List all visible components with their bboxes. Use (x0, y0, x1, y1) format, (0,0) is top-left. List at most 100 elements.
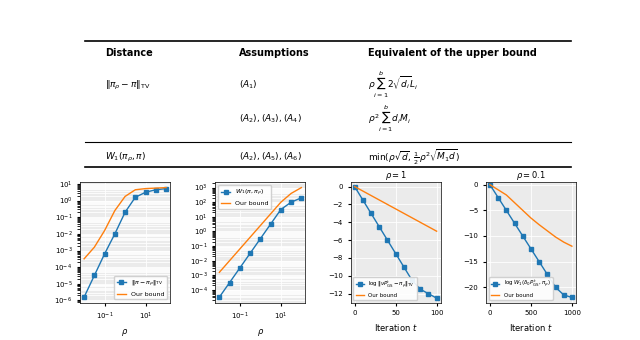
Our bound (568, 244, 576, 248)
Our bound (287, 191, 295, 196)
Our bound (121, 194, 129, 199)
$\log\|\nu P_{\rm GS}^t - \pi_\rho\|_{\rm TV}$ (400, 265, 408, 269)
$\log\|\nu P_{\rm GS}^t - \pi_\rho\|_{\rm TV}$ (383, 238, 391, 242)
Line: Our bound: Our bound (490, 185, 572, 246)
$\|\pi - \pi_\rho\|_{\rm TV}$ (152, 188, 159, 192)
Our bound (494, 188, 502, 192)
Legend: $\log W_1(\delta_0 P_{\rm GS}^t, \pi_\rho)$, Our bound: $\log W_1(\delta_0 P_{\rm GS}^t, \pi_\rh… (488, 276, 552, 300)
Our bound (376, 198, 383, 202)
Text: $(A_2),(A_5),(A_6)$: $(A_2),(A_5),(A_6)$ (239, 151, 301, 164)
$\|\pi - \pi_\rho\|_{\rm TV}$ (80, 295, 88, 299)
Our bound (90, 245, 98, 249)
$\|\pi - \pi_\rho\|_{\rm TV}$ (100, 252, 108, 256)
Our bound (383, 202, 391, 206)
$W_1(\pi, \pi_\rho)$ (287, 200, 295, 204)
$\log W_1(\delta_0 P_{\rm GS}^t, \pi_\rho)$ (502, 208, 510, 212)
Our bound (392, 207, 399, 211)
Our bound (535, 223, 543, 227)
Our bound (277, 200, 285, 204)
$\|\pi - \pi_\rho\|_{\rm TV}$ (111, 232, 118, 236)
$\log\|\nu P_{\rm GS}^t - \pi_\rho\|_{\rm TV}$ (433, 296, 440, 300)
Text: $W_1(\pi_\rho, \pi)$: $W_1(\pi_\rho, \pi)$ (105, 151, 146, 164)
Our bound (408, 216, 416, 220)
Line: $\|\pi - \pi_\rho\|_{\rm TV}$: $\|\pi - \pi_\rho\|_{\rm TV}$ (83, 187, 168, 299)
Our bound (400, 211, 408, 216)
Our bound (543, 229, 551, 233)
Text: Assumptions: Assumptions (239, 49, 309, 58)
Line: $W_1(\pi, \pi_\rho)$: $W_1(\pi, \pi_\rho)$ (218, 196, 303, 299)
Legend: $\|\pi - \pi_\rho\|_{\rm TV}$, Our bound: $\|\pi - \pi_\rho\|_{\rm TV}$, Our bound (114, 276, 167, 300)
Title: $\rho = 1$: $\rho = 1$ (385, 169, 406, 182)
Our bound (246, 235, 254, 239)
$\|\pi - \pi_\rho\|_{\rm TV}$ (141, 190, 149, 194)
Line: $\log W_1(\delta_0 P_{\rm GS}^t, \pi_\rho)$: $\log W_1(\delta_0 P_{\rm GS}^t, \pi_\rh… (488, 183, 573, 299)
$\log\|\nu P_{\rm GS}^t - \pi_\rho\|_{\rm TV}$ (376, 225, 383, 229)
Legend: $W_1(\pi, \pi_\rho)$, Our bound: $W_1(\pi, \pi_\rho)$, Our bound (218, 185, 271, 209)
Our bound (486, 183, 493, 187)
$\|\pi - \pi_\rho\|_{\rm TV}$ (90, 273, 98, 277)
Our bound (152, 186, 159, 190)
Our bound (527, 216, 535, 220)
$\|\pi - \pi_\rho\|_{\rm TV}$ (163, 187, 170, 191)
Text: Equivalent of the upper bound: Equivalent of the upper bound (367, 49, 536, 58)
Our bound (351, 185, 358, 189)
$\log W_1(\delta_0 P_{\rm GS}^t, \pi_\rho)$ (552, 285, 559, 289)
Text: $(A_1)$: $(A_1)$ (239, 79, 257, 91)
Our bound (216, 270, 223, 274)
Our bound (267, 212, 275, 216)
Text: $(A_2),(A_3),(A_4)$: $(A_2),(A_3),(A_4)$ (239, 113, 301, 125)
$W_1(\pi, \pi_\rho)$ (267, 222, 275, 226)
Our bound (163, 186, 170, 190)
Text: $\|\pi_\rho - \pi\|_{\rm TV}$: $\|\pi_\rho - \pi\|_{\rm TV}$ (105, 79, 150, 91)
$W_1(\pi, \pi_\rho)$ (298, 196, 305, 200)
Our bound (298, 186, 305, 190)
$\log\|\nu P_{\rm GS}^t - \pi_\rho\|_{\rm TV}$ (367, 211, 375, 216)
Line: $\log\|\nu P_{\rm GS}^t - \pi_\rho\|_{\rm TV}$: $\log\|\nu P_{\rm GS}^t - \pi_\rho\|_{\r… (353, 185, 438, 300)
Our bound (131, 188, 139, 192)
$\log\|\nu P_{\rm GS}^t - \pi_\rho\|_{\rm TV}$ (351, 185, 358, 189)
Text: Distance: Distance (105, 49, 152, 58)
$\log\|\nu P_{\rm GS}^t - \pi_\rho\|_{\rm TV}$ (424, 292, 432, 296)
Our bound (141, 187, 149, 191)
Our bound (226, 259, 234, 263)
Line: Our bound: Our bound (220, 188, 301, 272)
$W_1(\pi, \pi_\rho)$ (236, 266, 244, 270)
$\log W_1(\delta_0 P_{\rm GS}^t, \pi_\rho)$ (535, 259, 543, 264)
Our bound (424, 225, 432, 229)
$\log W_1(\delta_0 P_{\rm GS}^t, \pi_\rho)$ (494, 195, 502, 200)
Line: Our bound: Our bound (355, 187, 436, 231)
$W_1(\pi, \pi_\rho)$ (216, 295, 223, 299)
Our bound (417, 220, 424, 224)
$\|\pi - \pi_\rho\|_{\rm TV}$ (121, 210, 129, 214)
$\log W_1(\delta_0 P_{\rm GS}^t, \pi_\rho)$ (527, 247, 535, 251)
X-axis label: Iteration $t$: Iteration $t$ (509, 322, 553, 333)
X-axis label: Iteration $t$: Iteration $t$ (374, 322, 417, 333)
Title: $\rho = 0.1$: $\rho = 0.1$ (516, 169, 546, 182)
Our bound (560, 240, 568, 244)
$W_1(\pi, \pi_\rho)$ (257, 237, 264, 241)
$\log W_1(\delta_0 P_{\rm GS}^t, \pi_\rho)$ (511, 221, 518, 225)
$\log W_1(\delta_0 P_{\rm GS}^t, \pi_\rho)$ (568, 295, 576, 300)
$\log\|\nu P_{\rm GS}^t - \pi_\rho\|_{\rm TV}$ (392, 252, 399, 256)
X-axis label: $\rho$: $\rho$ (122, 327, 129, 338)
Text: $\min(\rho\sqrt{d},\,\frac{1}{2}\rho^2\sqrt{M_1 d})$: $\min(\rho\sqrt{d},\,\frac{1}{2}\rho^2\s… (367, 148, 460, 167)
Our bound (100, 228, 108, 233)
Our bound (80, 257, 88, 261)
$W_1(\pi, \pi_\rho)$ (226, 280, 234, 285)
$\log W_1(\delta_0 P_{\rm GS}^t, \pi_\rho)$ (560, 293, 568, 297)
$W_1(\pi, \pi_\rho)$ (277, 207, 285, 211)
Our bound (552, 235, 559, 239)
$\|\pi - \pi_\rho\|_{\rm TV}$ (131, 195, 139, 199)
Text: $\rho\sum_{i=1}^{b} 2\sqrt{d_i}L_i$: $\rho\sum_{i=1}^{b} 2\sqrt{d_i}L_i$ (367, 70, 418, 100)
$\log\|\nu P_{\rm GS}^t - \pi_\rho\|_{\rm TV}$ (408, 278, 416, 282)
$W_1(\pi, \pi_\rho)$ (246, 251, 254, 255)
Our bound (111, 208, 118, 212)
Our bound (359, 189, 367, 193)
Our bound (502, 193, 510, 197)
$\log W_1(\delta_0 P_{\rm GS}^t, \pi_\rho)$ (543, 272, 551, 276)
Our bound (257, 223, 264, 227)
$\log\|\nu P_{\rm GS}^t - \pi_\rho\|_{\rm TV}$ (359, 198, 367, 202)
Text: $\rho^2\sum_{i=1}^{b} d_i M_i$: $\rho^2\sum_{i=1}^{b} d_i M_i$ (367, 104, 411, 134)
Line: Our bound: Our bound (84, 188, 166, 259)
Legend: $\log\|\nu P_{\rm GS}^t - \pi_\rho\|_{\rm TV}$, Our bound: $\log\|\nu P_{\rm GS}^t - \pi_\rho\|_{\r… (353, 277, 417, 300)
